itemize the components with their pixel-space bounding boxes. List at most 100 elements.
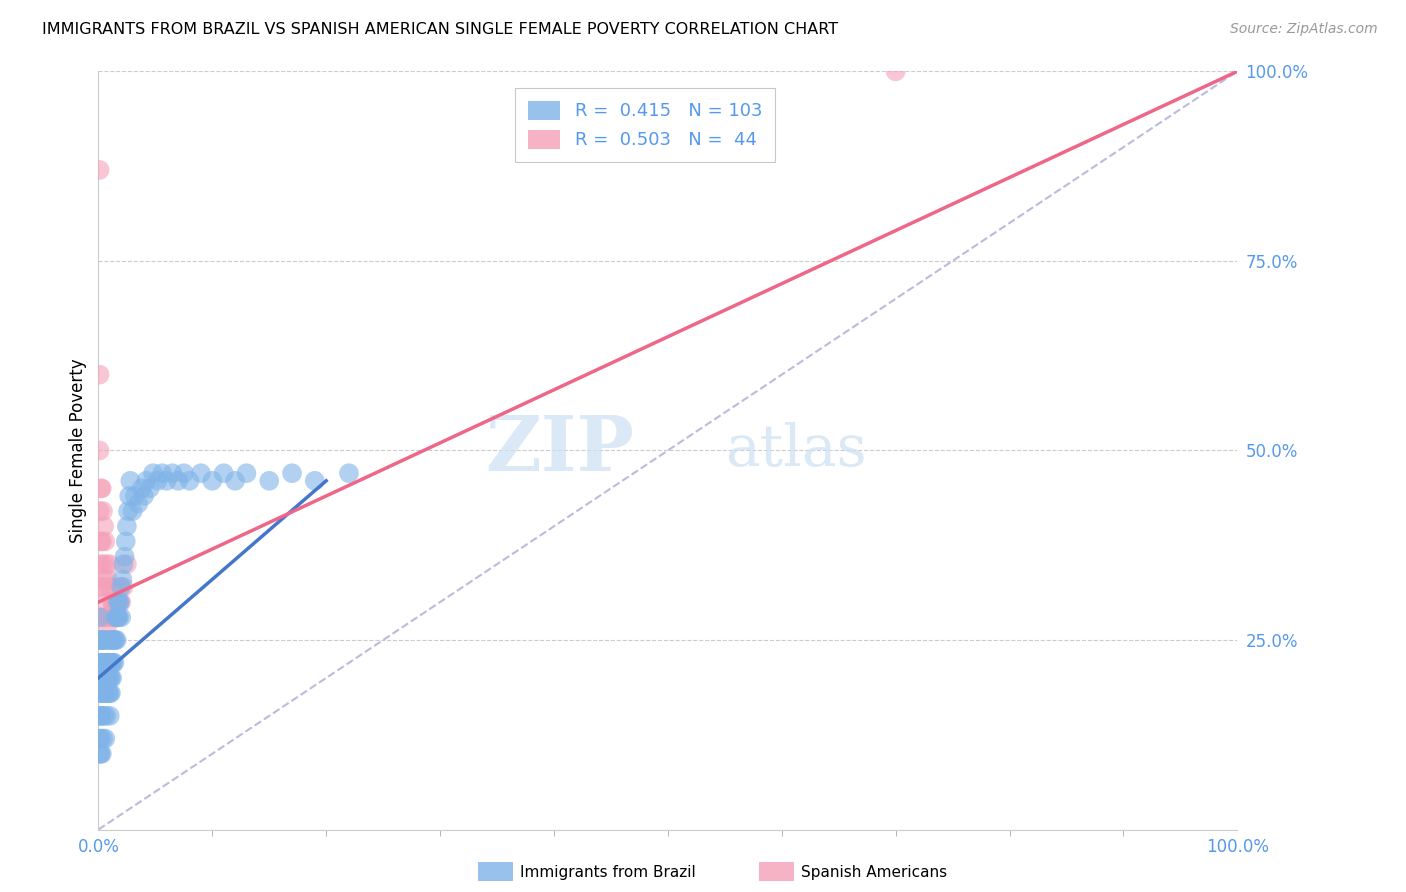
Point <box>90 731 112 746</box>
Point <box>100 580 122 594</box>
Point <box>304 474 326 488</box>
Point <box>173 467 195 481</box>
Point <box>115 557 138 572</box>
Point <box>107 610 129 624</box>
Point <box>90 633 112 648</box>
Point <box>97 633 120 648</box>
Point <box>110 580 132 594</box>
Point <box>127 496 149 510</box>
Point <box>93 656 115 670</box>
Point <box>89 671 111 685</box>
Point <box>90 686 112 700</box>
Point <box>103 595 125 609</box>
Point <box>89 610 111 624</box>
Point <box>91 686 114 700</box>
Point <box>91 610 114 624</box>
Point <box>201 474 224 488</box>
Point <box>100 671 122 685</box>
Point <box>96 633 118 648</box>
Point <box>97 656 120 670</box>
Point <box>90 633 112 648</box>
Point <box>90 656 112 670</box>
Point <box>120 474 142 488</box>
Point <box>107 595 129 609</box>
Point <box>94 534 117 549</box>
Text: IMMIGRANTS FROM BRAZIL VS SPANISH AMERICAN SINGLE FEMALE POVERTY CORRELATION CHA: IMMIGRANTS FROM BRAZIL VS SPANISH AMERIC… <box>42 22 838 37</box>
Point <box>101 633 124 648</box>
Point <box>108 595 131 609</box>
Point <box>96 610 118 624</box>
Text: Spanish Americans: Spanish Americans <box>801 865 948 880</box>
Point <box>90 671 112 685</box>
Point <box>337 467 360 481</box>
Point <box>103 656 125 670</box>
Point <box>100 656 122 670</box>
Point <box>90 708 112 723</box>
Point <box>89 708 111 723</box>
Point <box>107 610 129 624</box>
Point <box>96 656 118 670</box>
Point <box>89 557 111 572</box>
Point <box>96 557 118 572</box>
Point <box>94 671 117 685</box>
Point <box>90 671 112 685</box>
Point <box>90 534 112 549</box>
Point <box>103 656 125 670</box>
Point <box>235 467 257 481</box>
Point <box>93 671 115 685</box>
Point <box>224 474 246 488</box>
Point <box>98 671 121 685</box>
Point <box>89 368 111 382</box>
Point <box>94 595 117 609</box>
Point <box>98 708 121 723</box>
Point <box>138 482 160 496</box>
Point <box>94 731 117 746</box>
Point <box>146 474 169 488</box>
Point <box>89 656 111 670</box>
Point <box>190 467 212 481</box>
Point <box>91 557 114 572</box>
Point <box>104 633 127 648</box>
Point <box>93 610 115 624</box>
Point <box>96 708 118 723</box>
Point <box>115 519 138 533</box>
Y-axis label: Single Female Poverty: Single Female Poverty <box>69 359 87 542</box>
Text: Immigrants from Brazil: Immigrants from Brazil <box>520 865 696 880</box>
Point <box>90 482 112 496</box>
Point <box>104 595 127 609</box>
Point <box>98 633 121 648</box>
Point <box>105 633 128 648</box>
Point <box>90 708 112 723</box>
Point <box>98 686 121 700</box>
Point <box>124 489 146 503</box>
Point <box>90 482 112 496</box>
Point <box>108 580 131 594</box>
Point <box>90 580 112 594</box>
Point <box>91 656 114 670</box>
Point <box>281 467 304 481</box>
Point <box>112 580 135 594</box>
Point <box>100 633 122 648</box>
Point <box>98 656 121 670</box>
Point <box>105 610 128 624</box>
Point <box>114 549 136 564</box>
Point <box>156 474 179 488</box>
Point <box>98 557 121 572</box>
Point <box>97 671 120 685</box>
Point <box>167 474 190 488</box>
Point <box>96 617 118 632</box>
Point <box>91 504 114 518</box>
Point <box>142 467 165 481</box>
Point <box>179 474 201 488</box>
Point <box>100 686 122 700</box>
Point <box>110 595 132 609</box>
Point <box>93 573 115 587</box>
Point <box>90 580 112 594</box>
Point <box>105 595 128 609</box>
Point <box>162 467 184 481</box>
Point <box>118 489 141 503</box>
Point <box>89 686 111 700</box>
Point <box>93 633 115 648</box>
Point <box>108 610 131 624</box>
Point <box>110 610 132 624</box>
